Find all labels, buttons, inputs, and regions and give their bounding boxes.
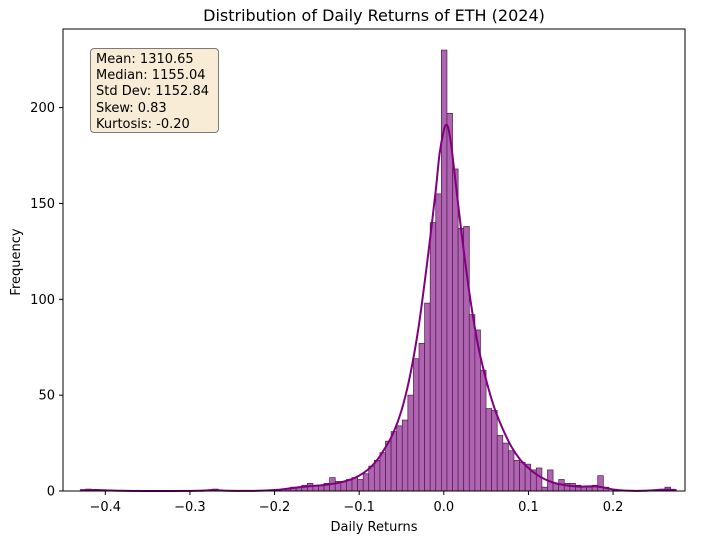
y-tick-label: 100: [30, 293, 55, 308]
y-tick-label: 50: [38, 389, 55, 404]
histogram-bar: [429, 222, 437, 492]
histogram-bar: [390, 431, 398, 492]
kde-curve: [79, 123, 677, 493]
stats-box: Mean: 1310.65 Median: 1155.04 Std Dev: 1…: [90, 48, 219, 133]
x-tick-label: −0.3: [174, 500, 206, 515]
stat-std-dev: Std Dev: 1152.84: [96, 84, 209, 100]
histogram-bar: [480, 369, 487, 492]
histogram-bar: [496, 435, 504, 492]
x-tick-label: 0.1: [518, 500, 539, 515]
histogram-bar: [373, 459, 381, 492]
histogram-bar: [541, 486, 548, 492]
histogram-bar: [401, 419, 409, 492]
chart-title: Distribution of Daily Returns of ETH (20…: [203, 6, 545, 25]
stat-kurtosis: Kurtosis: -0.20: [96, 116, 190, 132]
histogram-bar: [357, 479, 364, 492]
histogram-bar: [407, 394, 414, 492]
x-tick-label: −0.1: [343, 500, 375, 515]
histogram-bar: [508, 450, 515, 492]
histogram-bar: [491, 410, 498, 492]
histogram-bar: [468, 314, 476, 492]
histogram-bar: [418, 343, 425, 492]
histogram-bar: [485, 408, 492, 492]
histogram-bar: [368, 465, 375, 492]
histogram-bars: [85, 49, 671, 492]
histogram-bar: [519, 461, 526, 492]
stat-median: Median: 1155.04: [96, 68, 206, 84]
stat-mean: Mean: 1310.65: [96, 52, 194, 67]
histogram-bar: [379, 452, 386, 492]
y-tick-label: 150: [30, 197, 55, 212]
x-tick-label: −0.4: [90, 500, 122, 515]
histogram-bar: [452, 168, 459, 492]
stat-skew: Skew: 0.83: [96, 100, 167, 116]
y-axis: 0 50 100 150 200: [30, 101, 63, 500]
x-axis-label: Daily Returns: [331, 520, 418, 535]
histogram-bar: [513, 459, 520, 492]
histogram-bar: [396, 425, 403, 492]
histogram-bar: [413, 358, 420, 492]
x-tick-label: 0.0: [433, 500, 454, 515]
histogram-bar: [580, 486, 587, 492]
x-axis: −0.4 −0.3 −0.2 −0.1 0.0 0.1 0.2: [90, 491, 624, 515]
histogram-bar: [385, 440, 392, 492]
x-tick-label: 0.2: [603, 500, 624, 515]
histogram-bar: [586, 486, 593, 492]
histogram-bar: [435, 193, 442, 492]
histogram-bar: [597, 475, 604, 492]
histogram-bar: [502, 442, 509, 492]
y-tick-label: 0: [47, 485, 55, 500]
histogram-bar: [362, 473, 370, 492]
plot-frame: [62, 28, 686, 492]
histogram-bar: [457, 228, 465, 492]
histogram-bar: [446, 112, 453, 492]
y-tick-label: 200: [30, 101, 55, 116]
histogram-bar: [535, 467, 543, 492]
y-axis-label: Frequency: [9, 228, 24, 295]
histogram-bar: [424, 302, 431, 492]
x-tick-label: −0.2: [259, 500, 291, 515]
histogram-bar: [441, 49, 448, 492]
